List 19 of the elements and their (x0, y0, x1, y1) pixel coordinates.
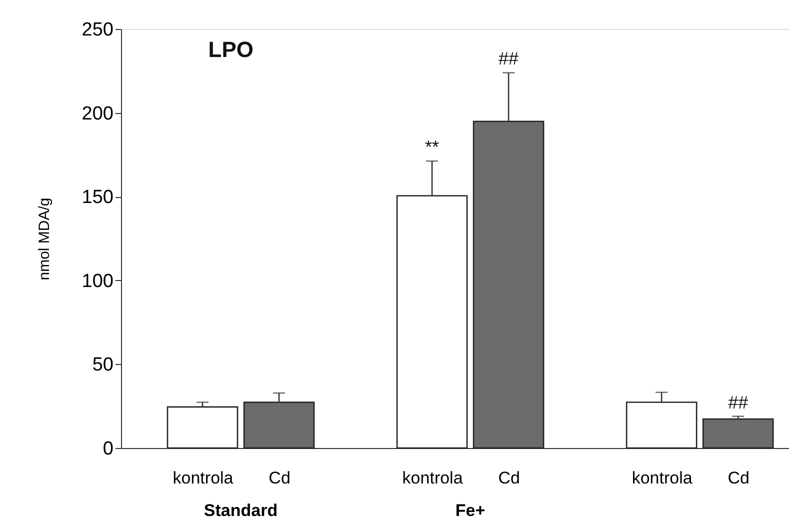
x-tick-label: Cd (268, 468, 290, 488)
y-axis-title: nmol MDA/g (36, 198, 53, 280)
y-tick-label: 50 (92, 354, 114, 376)
x-tick-label: kontrola (402, 468, 464, 488)
x-tick-label: kontrola (632, 468, 693, 488)
x-tick-label: Cd (498, 468, 520, 488)
y-tick-label: 250 (82, 20, 114, 40)
y-tick-label: 100 (82, 270, 114, 292)
data-label: ** (425, 137, 440, 158)
text: Fe+ (455, 501, 486, 520)
data-label: ## (728, 392, 748, 412)
y-tick-label: 200 (82, 103, 114, 124)
x-tick-label: Cd (728, 468, 750, 488)
y-tick-label: 150 (82, 187, 114, 208)
text: Standard (204, 501, 278, 520)
x-tick-label: kontrola (172, 468, 234, 488)
chart-title: LPO (208, 37, 254, 62)
y-tick-label: 0 (102, 438, 114, 460)
data-label: ## (498, 48, 519, 69)
